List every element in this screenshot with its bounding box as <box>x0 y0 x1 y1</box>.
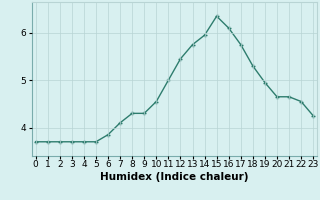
X-axis label: Humidex (Indice chaleur): Humidex (Indice chaleur) <box>100 172 249 182</box>
